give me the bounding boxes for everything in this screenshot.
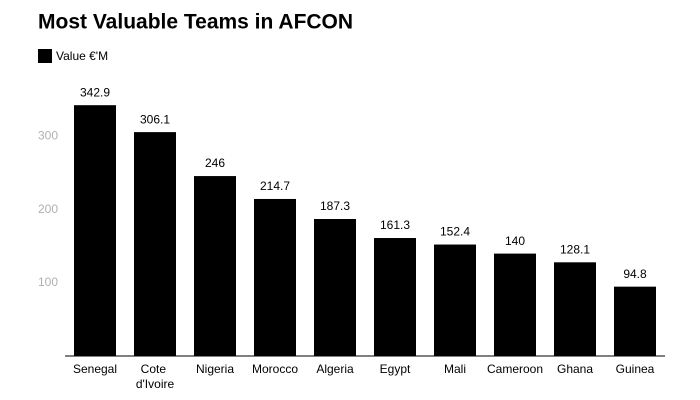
bar bbox=[374, 238, 416, 356]
x-tick-label: Algeria bbox=[316, 362, 354, 376]
y-tick-label: 300 bbox=[38, 129, 58, 143]
chart-title: Most Valuable Teams in AFCON bbox=[38, 11, 353, 34]
x-tick-label: Senegal bbox=[73, 362, 117, 376]
y-tick-label: 200 bbox=[38, 202, 58, 216]
legend-swatch bbox=[38, 49, 52, 63]
value-label: 342.9 bbox=[80, 85, 110, 99]
value-label: 140 bbox=[505, 234, 525, 248]
x-tick-label: Cameroon bbox=[487, 362, 543, 376]
x-tick-label: Guinea bbox=[616, 362, 655, 376]
y-tick-label: 100 bbox=[38, 275, 58, 289]
value-label: 152.4 bbox=[440, 225, 470, 239]
bar bbox=[434, 244, 476, 356]
value-label: 161.3 bbox=[380, 218, 410, 232]
value-label: 94.8 bbox=[623, 267, 647, 281]
x-tick-label: Cote d'Ivoire bbox=[136, 362, 175, 391]
x-tick-label: Nigeria bbox=[196, 362, 234, 376]
x-tick-label: Morocco bbox=[252, 362, 298, 376]
bar bbox=[134, 132, 176, 356]
bar bbox=[194, 176, 236, 356]
x-tick-label: Ghana bbox=[557, 362, 593, 376]
bar bbox=[614, 286, 656, 356]
value-label: 246 bbox=[205, 156, 225, 170]
legend-label: Value €'M bbox=[56, 49, 108, 63]
bar bbox=[74, 105, 116, 356]
value-label: 187.3 bbox=[320, 199, 350, 213]
x-tick-label: Egypt bbox=[380, 362, 411, 376]
value-label: 128.1 bbox=[560, 242, 590, 256]
bar bbox=[494, 253, 536, 356]
bar bbox=[554, 262, 596, 356]
value-label: 214.7 bbox=[260, 179, 290, 193]
value-label: 306.1 bbox=[140, 112, 170, 126]
bar bbox=[254, 198, 296, 356]
bar bbox=[314, 219, 356, 356]
x-tick-label: Mali bbox=[444, 362, 466, 376]
